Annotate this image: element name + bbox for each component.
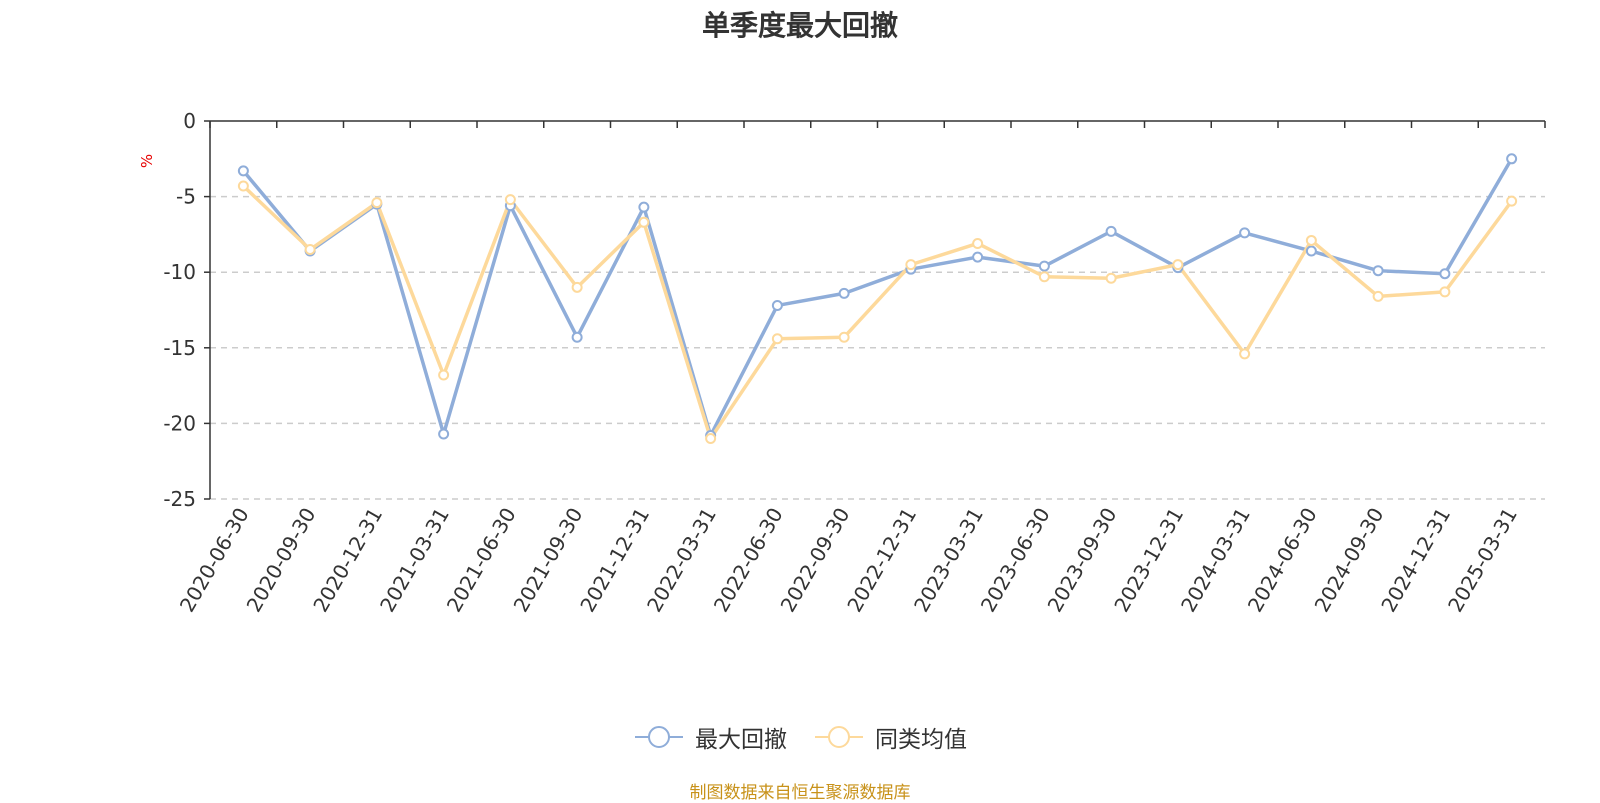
x-tick-label: 2020-12-31: [308, 504, 387, 617]
x-tick-label: 2022-12-31: [842, 504, 921, 617]
data-point-0: [1239, 227, 1251, 239]
data-point-1: [972, 237, 984, 249]
data-point-1: [1439, 286, 1451, 298]
data-point-0: [1372, 265, 1384, 277]
y-tick-label: -15: [163, 336, 196, 360]
data-point-0: [1305, 245, 1317, 257]
data-point-1: [1506, 195, 1518, 207]
x-tick-label: 2020-09-30: [242, 504, 321, 617]
data-point-0: [638, 201, 650, 213]
x-tick-label: 2022-06-30: [709, 504, 788, 617]
x-tick-label: 2023-09-30: [1043, 504, 1122, 617]
x-tick-label: 2024-09-30: [1310, 504, 1389, 617]
y-tick-label: 0: [183, 109, 196, 133]
data-point-1: [771, 333, 783, 345]
data-point-1: [1172, 259, 1184, 271]
data-point-1: [838, 331, 850, 343]
series-lines: [237, 153, 1518, 445]
x-tick-label: 2021-09-30: [509, 504, 588, 617]
source-note: 制图数据来自恒生聚源数据库: [689, 783, 911, 803]
data-point-0: [1506, 153, 1518, 165]
legend-label-max-drawdown: 最大回撤: [695, 727, 787, 753]
data-point-1: [1239, 348, 1251, 360]
y-tick-label: -10: [163, 260, 196, 284]
legend-swatch-max-drawdown: [635, 726, 683, 748]
data-point-1: [1038, 271, 1050, 283]
x-tick-label: 2023-06-30: [976, 504, 1055, 617]
data-point-0: [972, 251, 984, 263]
grid-lines: [210, 195, 1545, 500]
series-line-0: [242, 157, 1514, 438]
x-tick-label: 2021-03-31: [375, 504, 454, 617]
data-point-0: [771, 299, 783, 311]
axes: [204, 120, 1546, 500]
data-point-0: [1105, 225, 1117, 237]
x-tick-label: 2021-06-30: [442, 504, 521, 617]
data-point-0: [1439, 268, 1451, 280]
chart-plot: 0 -5 -10 -15 -20 -252020-06-302020-09-302020-…: [163, 109, 1546, 616]
data-point-1: [905, 259, 917, 271]
legend-swatch-category-average: [815, 726, 863, 748]
y-tick-label: -20: [163, 411, 196, 435]
x-tick-label: 2024-03-31: [1176, 504, 1255, 617]
series-line-1: [242, 184, 1514, 441]
data-point-0: [838, 287, 850, 299]
y-tick-label: -5: [176, 185, 196, 209]
data-point-1: [1305, 234, 1317, 246]
y-tick-label: -25: [163, 487, 196, 511]
data-point-0: [571, 331, 583, 343]
data-point-1: [705, 433, 717, 445]
legend-label-category-average: 同类均值: [875, 727, 967, 753]
legend-item-max-drawdown[interactable]: 最大回撤: [633, 720, 787, 754]
tick-labels: 0 -5 -10 -15 -20 -252020-06-302020-09-302020-…: [163, 109, 1522, 616]
x-tick-label: 2020-06-30: [175, 504, 254, 617]
data-point-0: [237, 165, 249, 177]
x-tick-label: 2023-12-31: [1109, 504, 1188, 617]
data-point-1: [237, 180, 249, 192]
chart-title: 单季度最大回撤: [701, 9, 898, 42]
data-point-1: [304, 244, 316, 256]
data-point-0: [1038, 260, 1050, 272]
x-tick-label: 2024-12-31: [1376, 504, 1455, 617]
x-tick-label: 2021-12-31: [575, 504, 654, 617]
data-point-1: [1105, 272, 1117, 284]
legend-item-category-average[interactable]: 同类均值: [813, 720, 967, 754]
data-point-0: [438, 428, 450, 440]
data-point-1: [438, 369, 450, 381]
x-tick-label: 2024-06-30: [1243, 504, 1322, 617]
data-point-1: [504, 194, 516, 206]
data-point-1: [638, 216, 650, 228]
data-point-1: [371, 197, 383, 209]
x-tick-label: 2022-03-31: [642, 504, 721, 617]
x-tick-label: 2023-03-31: [909, 504, 988, 617]
legend: 最大回撤 同类均值: [0, 720, 1600, 754]
x-tick-label: 2025-03-31: [1443, 504, 1522, 617]
x-tick-label: 2022-09-30: [776, 504, 855, 617]
data-point-1: [1372, 290, 1384, 302]
data-point-1: [571, 281, 583, 293]
